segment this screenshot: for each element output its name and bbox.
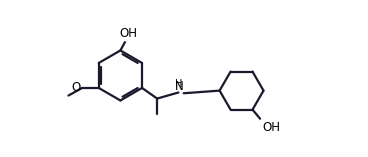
- Text: OH: OH: [262, 121, 280, 134]
- Text: N: N: [175, 79, 184, 92]
- Text: H: H: [176, 79, 183, 89]
- Text: O: O: [71, 81, 80, 95]
- Text: OH: OH: [119, 27, 137, 40]
